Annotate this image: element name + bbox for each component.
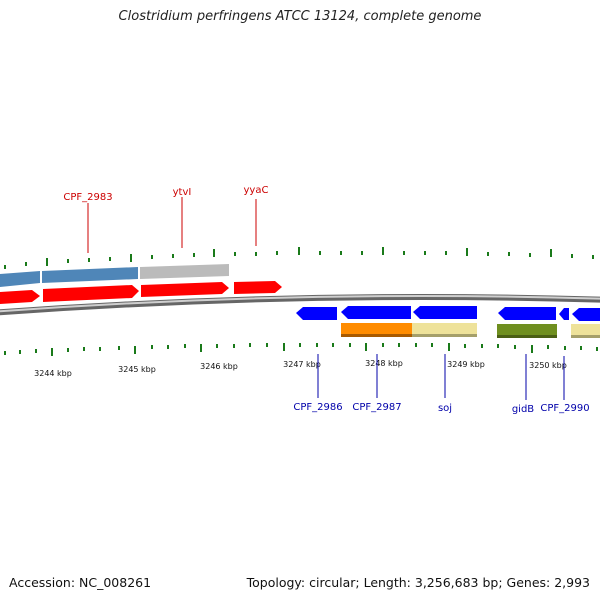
cog-block xyxy=(140,264,229,279)
kbp-label: 3247 kbp xyxy=(283,360,321,369)
kbp-label: 3244 kbp xyxy=(34,369,72,378)
cog-block-shadow xyxy=(571,335,600,338)
cog-reverse-track xyxy=(341,323,600,338)
cds-arrow xyxy=(341,306,411,319)
kbp-label: 3250 kbp xyxy=(529,361,567,370)
cog-forward-track xyxy=(0,264,229,287)
cds-arrow xyxy=(141,282,229,297)
gene-label-yyac: yyaC xyxy=(244,185,269,196)
cds-arrow xyxy=(296,307,337,320)
kbp-label: 3248 kbp xyxy=(365,359,403,368)
cds-arrow xyxy=(0,290,40,304)
gene-label-gidb: gidB xyxy=(512,404,534,415)
gene-label-cpf-2990: CPF_2990 xyxy=(540,403,589,414)
cds-arrow xyxy=(498,307,556,320)
cog-block xyxy=(0,271,40,287)
cog-block xyxy=(341,323,412,336)
genome-title: Clostridium perfringens ATCC 13124, comp… xyxy=(118,9,482,24)
genome-backbone-highlight xyxy=(0,294,600,313)
genome-backbone xyxy=(0,293,600,316)
cog-block xyxy=(42,267,138,283)
kbp-label: 3246 kbp xyxy=(200,362,238,371)
gene-label-cpf-2983: CPF_2983 xyxy=(63,192,112,203)
outer-ticks xyxy=(4,247,594,269)
cds-arrow xyxy=(413,306,477,319)
cds-arrow xyxy=(43,285,139,302)
kbp-label: 3245 kbp xyxy=(118,365,156,374)
genome-summary-label: Topology: circular; Length: 3,256,683 bp… xyxy=(246,575,590,590)
gene-label-ytvi: ytvI xyxy=(173,187,192,198)
kbp-label: 3249 kbp xyxy=(447,360,485,369)
cds-arrow xyxy=(234,281,282,294)
kbp-labels: 3244 kbp 3245 kbp 3246 kbp 3247 kbp 3248… xyxy=(34,359,567,378)
cog-block xyxy=(571,324,600,337)
gene-label-cpf-2986: CPF_2986 xyxy=(293,402,342,413)
cds-arrow xyxy=(559,308,569,320)
inner-ticks xyxy=(4,343,598,356)
cds-arrow xyxy=(572,308,600,321)
cog-block xyxy=(497,324,557,337)
forward-cds-track xyxy=(0,281,282,304)
reverse-gene-labels: CPF_2986 CPF_2987 soj gidB CPF_2990 xyxy=(293,354,590,415)
forward-gene-labels: CPF_2983 ytvI yyaC xyxy=(63,185,268,253)
cog-block-shadow xyxy=(497,335,557,338)
accession-label: Accession: NC_008261 xyxy=(9,575,152,590)
cog-block-shadow xyxy=(341,334,412,337)
gene-label-cpf-2987: CPF_2987 xyxy=(352,402,401,413)
cog-block-shadow xyxy=(412,334,477,337)
reverse-cds-track xyxy=(296,306,600,321)
gene-label-soj: soj xyxy=(438,403,452,414)
cog-block xyxy=(412,323,477,336)
